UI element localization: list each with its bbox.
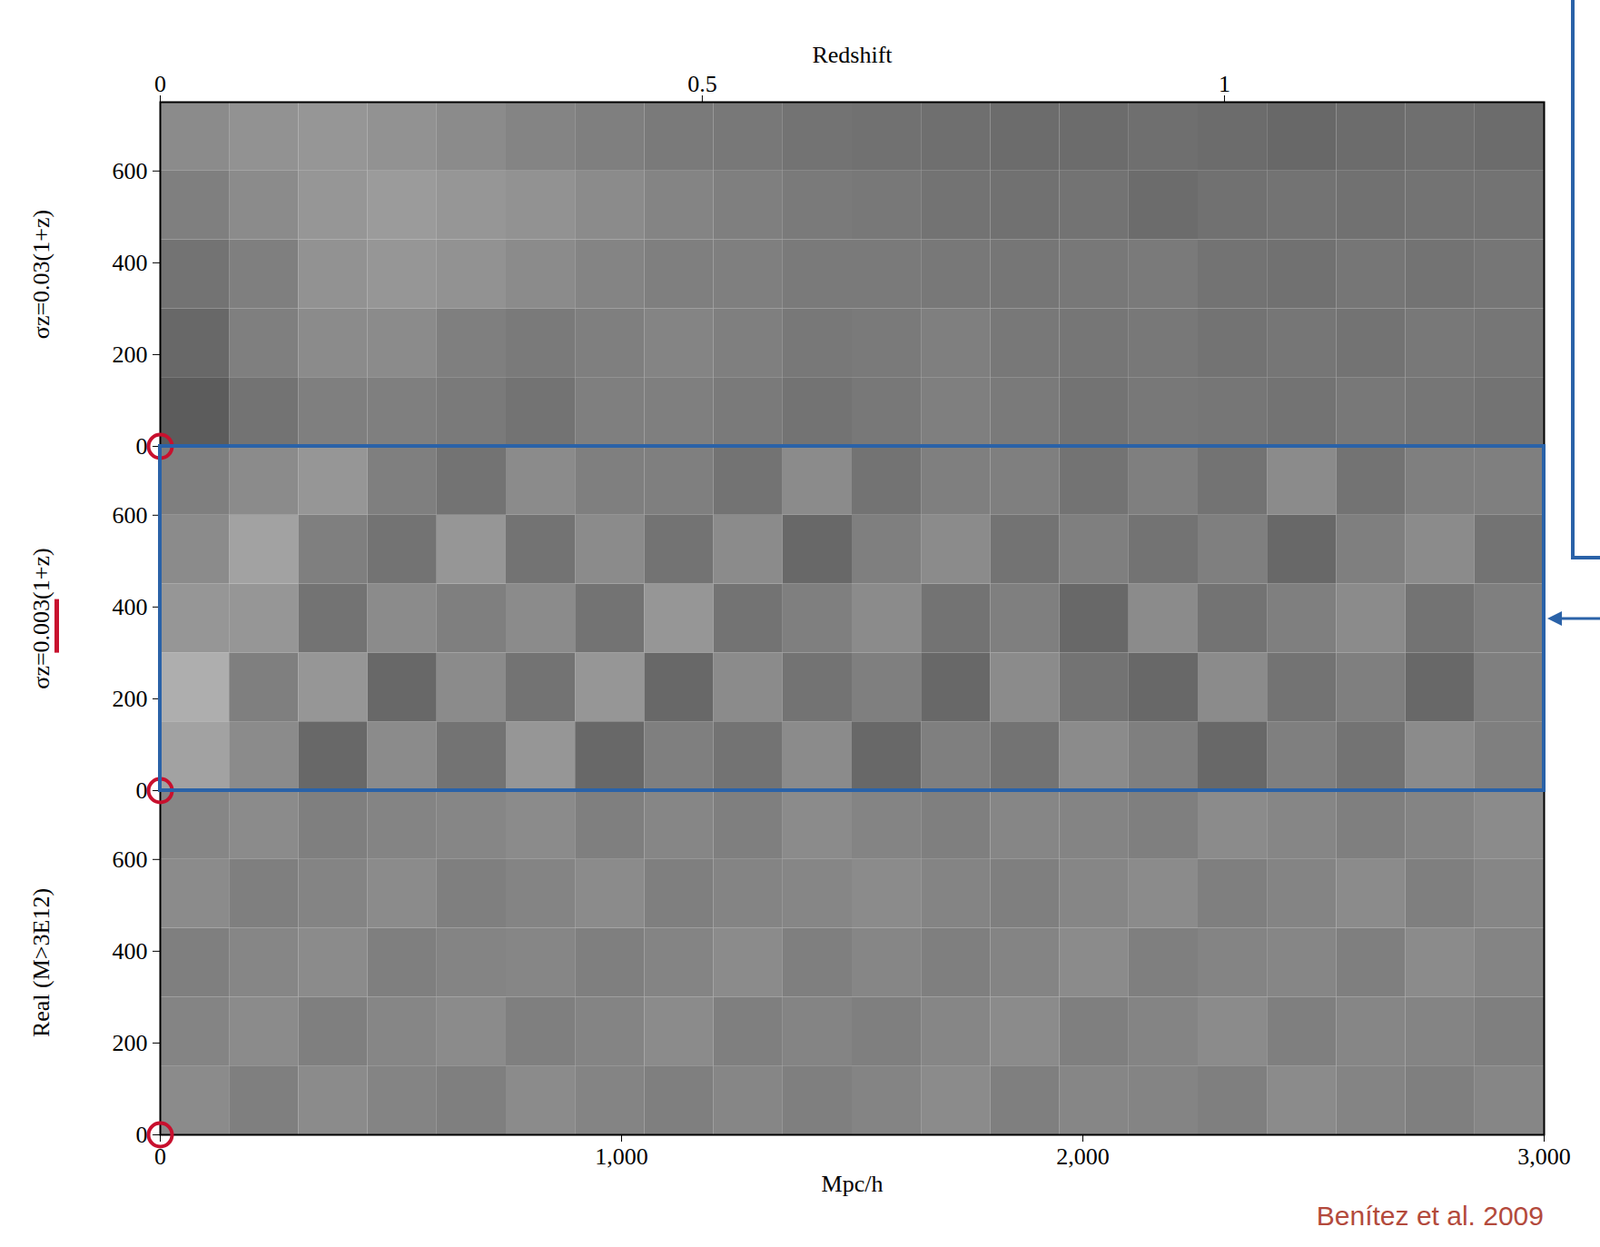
svg-text:200: 200 bbox=[112, 685, 149, 712]
html-text:(1+z): (1+z) bbox=[28, 547, 55, 599]
html-text:σz=: σz= bbox=[28, 651, 55, 689]
svg-text:0: 0 bbox=[136, 433, 149, 460]
svg-text:3,000: 3,000 bbox=[1517, 1143, 1571, 1170]
svg-text:Mpc/h: Mpc/h bbox=[821, 1170, 884, 1197]
html-text:Real (M>3E12): Real (M>3E12) bbox=[28, 887, 55, 1037]
svg-text:200: 200 bbox=[112, 341, 149, 368]
svg-text:Redshift: Redshift bbox=[811, 41, 893, 69]
svg-text:0: 0 bbox=[136, 777, 149, 804]
svg-text:400: 400 bbox=[112, 249, 149, 277]
svg-text:0: 0 bbox=[136, 1121, 149, 1148]
svg-text:600: 600 bbox=[112, 158, 149, 185]
html-text:Benítez et al. 2009: Benítez et al. 2009 bbox=[1316, 1200, 1544, 1231]
html-text:σz=0.03(1+z): σz=0.03(1+z) bbox=[28, 209, 55, 339]
svg-text:0.5: 0.5 bbox=[687, 70, 718, 98]
svg-text:600: 600 bbox=[112, 502, 149, 529]
svg-text:1: 1 bbox=[1218, 70, 1231, 98]
svg-text:0: 0 bbox=[154, 70, 167, 98]
svg-text:400: 400 bbox=[112, 593, 149, 621]
svg-text:0: 0 bbox=[154, 1143, 167, 1170]
svg-text:600: 600 bbox=[112, 846, 149, 873]
svg-text:2,000: 2,000 bbox=[1056, 1143, 1110, 1170]
svg-text:1,000: 1,000 bbox=[594, 1143, 649, 1170]
svg-text:200: 200 bbox=[112, 1029, 149, 1057]
html-text:0.003: 0.003 bbox=[28, 598, 55, 652]
svg-text:400: 400 bbox=[112, 938, 149, 965]
